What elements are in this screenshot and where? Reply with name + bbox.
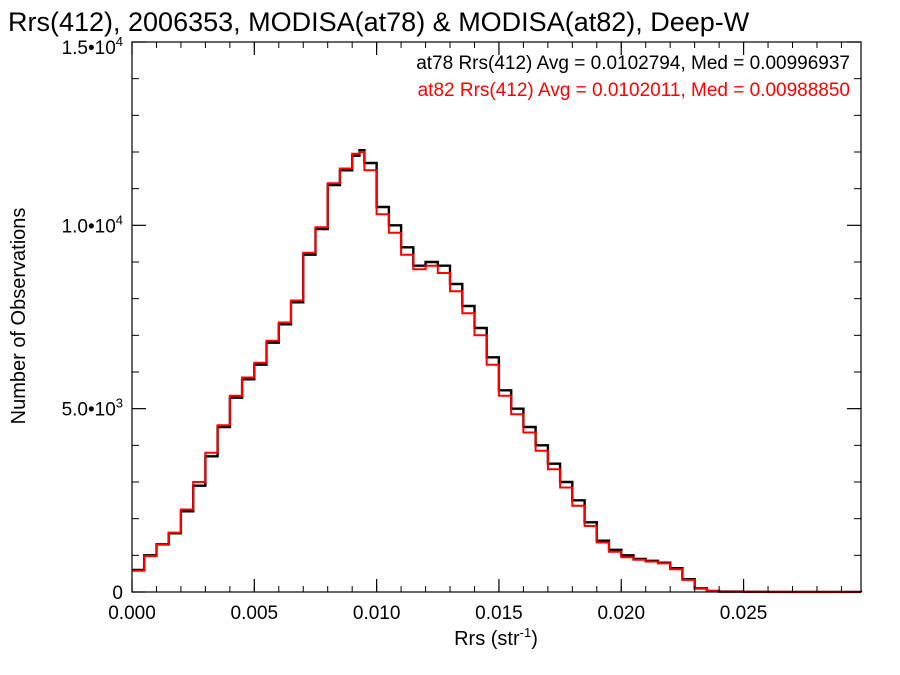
series-group: [132, 149, 863, 594]
x-tick-label: 0.025: [720, 603, 768, 624]
y-tick-label: 1.0•104: [62, 212, 123, 237]
y-tick-label: 1.5•104: [62, 34, 123, 59]
x-tick-label: 0.015: [475, 603, 523, 624]
x-axis-label: Rrs (str-1): [454, 625, 538, 650]
y-tick-label: 5.0•103: [62, 396, 123, 421]
y-axis-label: Number of Observations: [8, 208, 30, 425]
y-axis: 0 5.0•103 1.0•104 1.5•104: [62, 34, 861, 604]
x-tick-label: 0.020: [597, 603, 645, 624]
chart-title: Rrs(412), 2006353, MODISA(at78) & MODISA…: [8, 7, 750, 37]
x-tick-label: 0.010: [353, 603, 401, 624]
series-line-at82: [132, 151, 861, 593]
x-axis: 0.000 0.005 0.010 0.015 0.020 0.025: [108, 42, 842, 624]
x-tick-label: 0.005: [231, 603, 279, 624]
legend: at78 Rrs(412) Avg = 0.0102794, Med = 0.0…: [416, 53, 850, 101]
legend-entry-at78: at78 Rrs(412) Avg = 0.0102794, Med = 0.0…: [416, 53, 850, 74]
series-line-at78: [132, 149, 863, 594]
y-tick-label: 0: [112, 583, 123, 604]
legend-entry-at82: at82 Rrs(412) Avg = 0.0102011, Med = 0.0…: [418, 80, 850, 101]
plot-frame: [131, 41, 862, 593]
x-tick-label: 0.000: [108, 603, 156, 624]
